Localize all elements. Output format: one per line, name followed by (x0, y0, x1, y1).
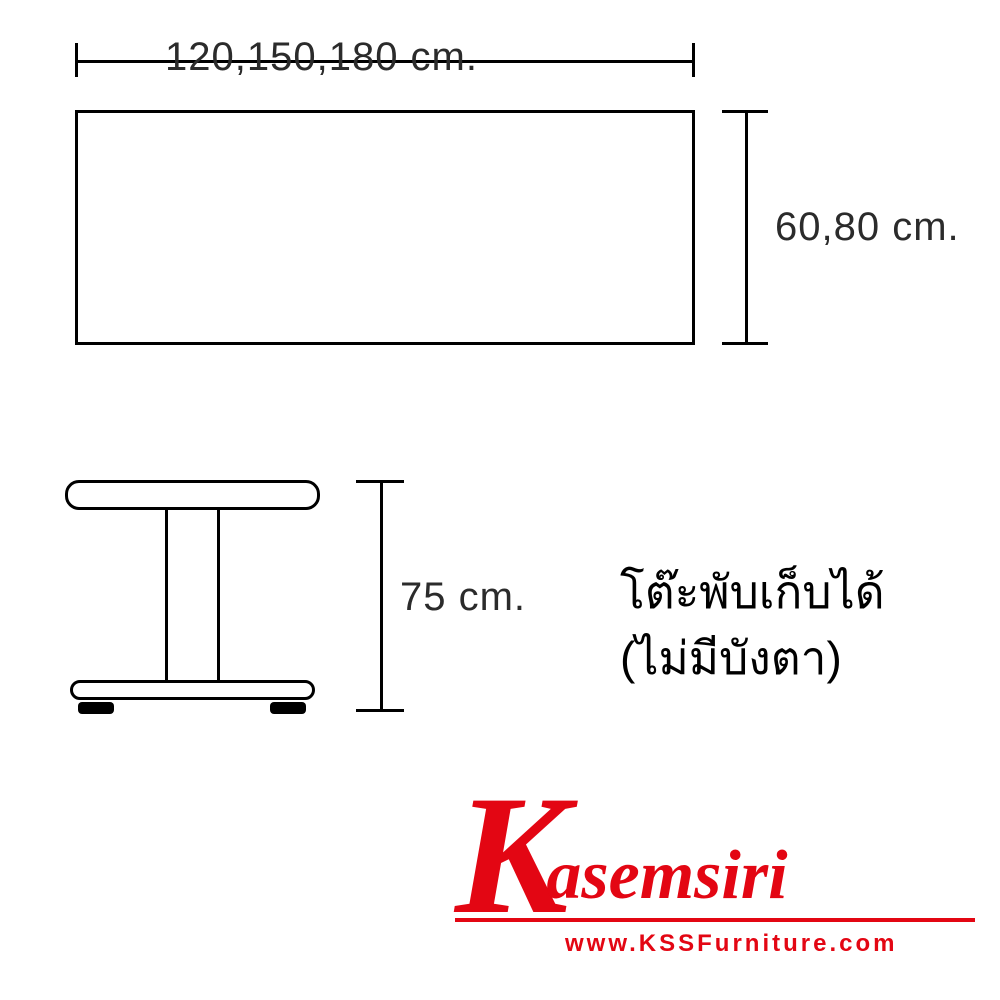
caption-line2: (ไม่มีบังตา) (620, 626, 842, 690)
brand-logo: Kasemsiri www.KSSFurniture.com (455, 770, 788, 940)
diagram-stage: 120,150,180 cm. 60,80 cm. 75 cm. โต๊ะพับ… (0, 0, 1000, 1000)
height-dim-line (380, 480, 383, 712)
logo-url: www.KSSFurniture.com (565, 930, 897, 958)
width-label: 120,150,180 cm. (165, 35, 478, 80)
side-view-tabletop (65, 480, 320, 510)
height-dim-serif-bottom (356, 709, 404, 712)
logo-word: asemsiri (546, 836, 787, 916)
side-view-foot (70, 680, 315, 700)
depth-label: 60,80 cm. (775, 205, 960, 250)
side-view-pad (270, 702, 306, 714)
side-view-leg (165, 510, 220, 680)
top-view-rect (75, 110, 695, 345)
depth-dim-serif-bottom (722, 342, 768, 345)
depth-dim-line (745, 110, 748, 345)
height-label: 75 cm. (400, 575, 526, 620)
side-view-pad (78, 702, 114, 714)
caption-line1: โต๊ะพับเก็บได้ (620, 560, 885, 624)
width-dim-serif-right (692, 43, 695, 77)
logo-underline (455, 918, 975, 922)
